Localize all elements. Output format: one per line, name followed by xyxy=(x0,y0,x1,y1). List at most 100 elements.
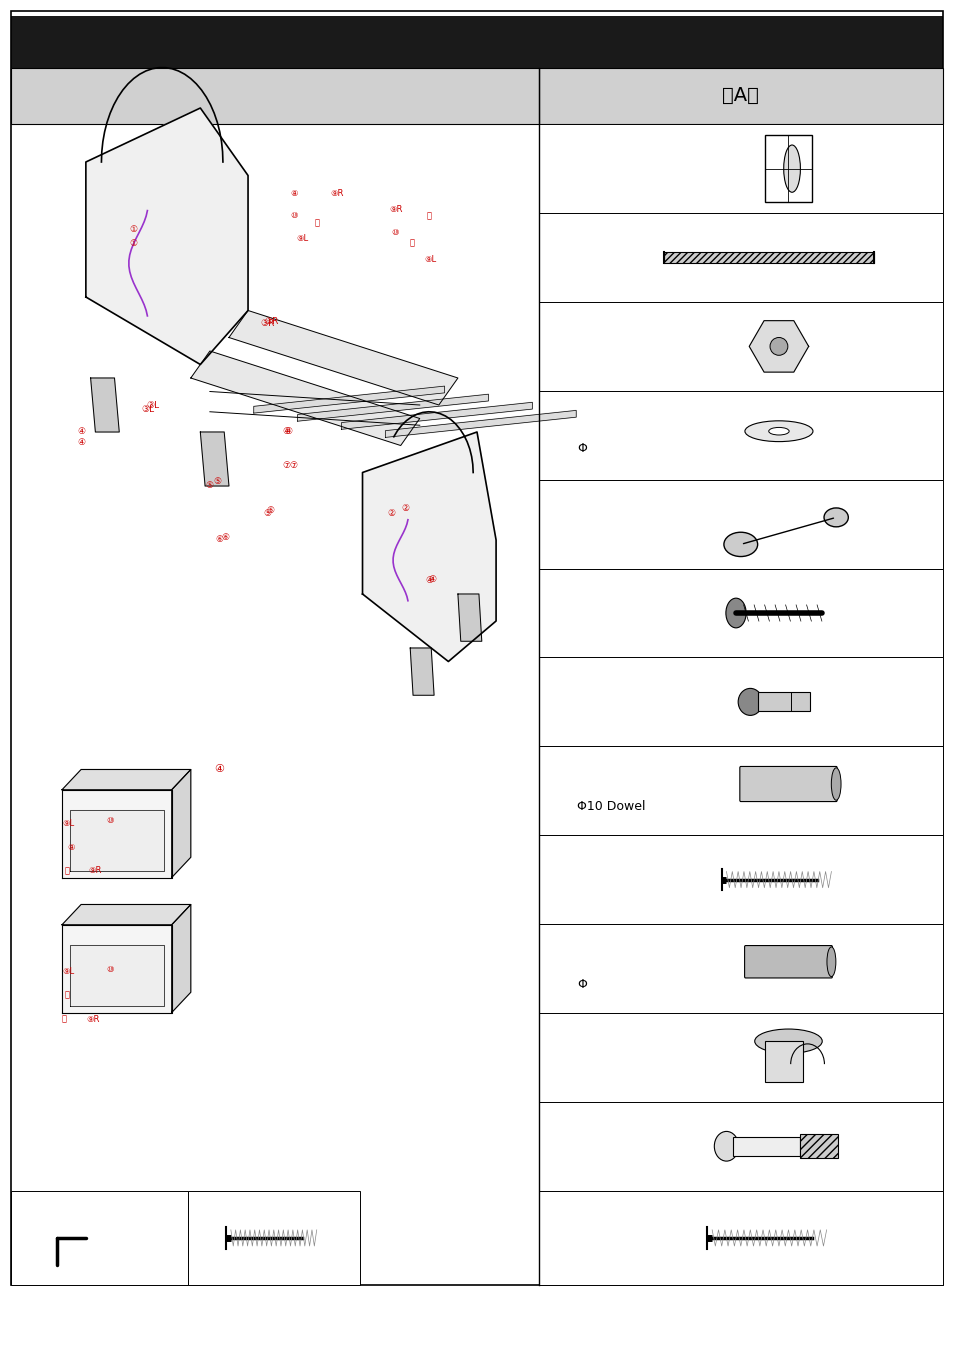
FancyBboxPatch shape xyxy=(538,392,942,479)
Text: ⑤: ⑤ xyxy=(213,478,221,486)
Polygon shape xyxy=(62,904,191,925)
Polygon shape xyxy=(341,402,532,429)
Text: ⑪: ⑪ xyxy=(64,867,70,875)
FancyBboxPatch shape xyxy=(11,1191,188,1285)
Text: ⑪: ⑪ xyxy=(314,219,319,227)
Text: Φ: Φ xyxy=(577,443,586,455)
Text: ③L: ③L xyxy=(146,401,159,409)
Text: ⑦: ⑦ xyxy=(290,462,297,470)
Polygon shape xyxy=(191,351,419,446)
FancyBboxPatch shape xyxy=(538,568,942,657)
Polygon shape xyxy=(62,769,191,790)
Ellipse shape xyxy=(783,144,800,192)
Text: ⑤: ⑤ xyxy=(263,509,271,517)
FancyBboxPatch shape xyxy=(538,213,942,302)
Polygon shape xyxy=(62,790,172,878)
Text: ③L: ③L xyxy=(141,405,154,413)
Polygon shape xyxy=(457,594,481,641)
Polygon shape xyxy=(91,378,119,432)
FancyBboxPatch shape xyxy=(538,657,942,747)
FancyBboxPatch shape xyxy=(538,124,942,213)
Text: ③R: ③R xyxy=(259,320,274,328)
Ellipse shape xyxy=(769,338,787,355)
FancyBboxPatch shape xyxy=(732,1137,799,1156)
FancyBboxPatch shape xyxy=(538,747,942,836)
Text: ⑧: ⑧ xyxy=(68,844,75,852)
FancyBboxPatch shape xyxy=(538,1191,942,1285)
Text: ②: ② xyxy=(387,509,395,517)
Polygon shape xyxy=(253,386,444,413)
Text: ⑥: ⑥ xyxy=(221,533,229,541)
FancyBboxPatch shape xyxy=(757,693,809,711)
Text: （A）: （A） xyxy=(721,86,759,105)
Text: ⑥: ⑥ xyxy=(215,536,223,544)
Polygon shape xyxy=(385,410,576,437)
Polygon shape xyxy=(200,432,229,486)
Text: ②: ② xyxy=(401,505,409,513)
Ellipse shape xyxy=(723,532,757,556)
FancyBboxPatch shape xyxy=(799,1134,837,1158)
FancyBboxPatch shape xyxy=(538,302,942,392)
Text: ⑫: ⑫ xyxy=(64,991,70,999)
Polygon shape xyxy=(410,648,434,695)
Text: ⑤: ⑤ xyxy=(206,482,213,490)
Polygon shape xyxy=(70,810,164,871)
Text: ④: ④ xyxy=(284,428,292,436)
Text: ⑩: ⑩ xyxy=(106,965,113,973)
Polygon shape xyxy=(362,432,496,662)
FancyBboxPatch shape xyxy=(538,923,942,1012)
Text: ⑩: ⑩ xyxy=(391,228,398,236)
Text: ⑨L: ⑨L xyxy=(63,968,74,976)
Text: ⑨R: ⑨R xyxy=(389,205,402,213)
FancyBboxPatch shape xyxy=(663,252,873,263)
FancyBboxPatch shape xyxy=(538,836,942,925)
Text: ⑨R: ⑨R xyxy=(87,1015,100,1023)
Ellipse shape xyxy=(830,768,841,801)
FancyBboxPatch shape xyxy=(11,68,538,124)
Text: ⑨R: ⑨R xyxy=(330,189,343,197)
Polygon shape xyxy=(86,108,248,364)
Ellipse shape xyxy=(754,1029,821,1053)
Text: ⑪: ⑪ xyxy=(61,1015,67,1023)
Polygon shape xyxy=(172,904,191,1012)
Text: ⑤: ⑤ xyxy=(266,506,274,514)
Text: ⑩: ⑩ xyxy=(290,212,297,220)
Text: ⑬: ⑬ xyxy=(426,212,432,220)
Ellipse shape xyxy=(768,428,788,435)
Text: Φ: Φ xyxy=(577,979,586,991)
Ellipse shape xyxy=(738,688,761,716)
Ellipse shape xyxy=(714,1131,738,1161)
FancyBboxPatch shape xyxy=(188,1191,359,1285)
FancyBboxPatch shape xyxy=(538,479,942,568)
Polygon shape xyxy=(172,769,191,878)
Polygon shape xyxy=(229,310,457,405)
FancyBboxPatch shape xyxy=(763,1041,802,1081)
FancyBboxPatch shape xyxy=(538,1012,942,1102)
FancyBboxPatch shape xyxy=(538,68,942,124)
Polygon shape xyxy=(297,394,488,421)
Text: ⑪: ⑪ xyxy=(409,239,415,247)
Text: ④: ④ xyxy=(77,439,85,447)
Text: ④: ④ xyxy=(425,576,433,585)
Ellipse shape xyxy=(744,421,812,441)
Text: Φ10 Dowel: Φ10 Dowel xyxy=(577,801,645,814)
Ellipse shape xyxy=(823,508,847,526)
Ellipse shape xyxy=(826,946,835,976)
Text: ④: ④ xyxy=(77,428,85,436)
Text: ③R: ③R xyxy=(264,317,279,325)
FancyBboxPatch shape xyxy=(763,135,811,202)
Text: ④: ④ xyxy=(282,428,290,436)
Text: ⑨L: ⑨L xyxy=(63,819,74,828)
FancyBboxPatch shape xyxy=(743,945,831,977)
Text: ⑨L: ⑨L xyxy=(424,255,436,263)
Text: ⑨R: ⑨R xyxy=(89,867,102,875)
Text: ⑦: ⑦ xyxy=(282,462,290,470)
Text: ④: ④ xyxy=(428,575,436,583)
FancyBboxPatch shape xyxy=(740,767,837,802)
FancyBboxPatch shape xyxy=(11,16,942,68)
Polygon shape xyxy=(62,925,172,1012)
Text: ⑨L: ⑨L xyxy=(296,235,308,243)
Polygon shape xyxy=(748,321,808,373)
Text: ①: ① xyxy=(130,225,137,234)
Ellipse shape xyxy=(725,598,745,628)
